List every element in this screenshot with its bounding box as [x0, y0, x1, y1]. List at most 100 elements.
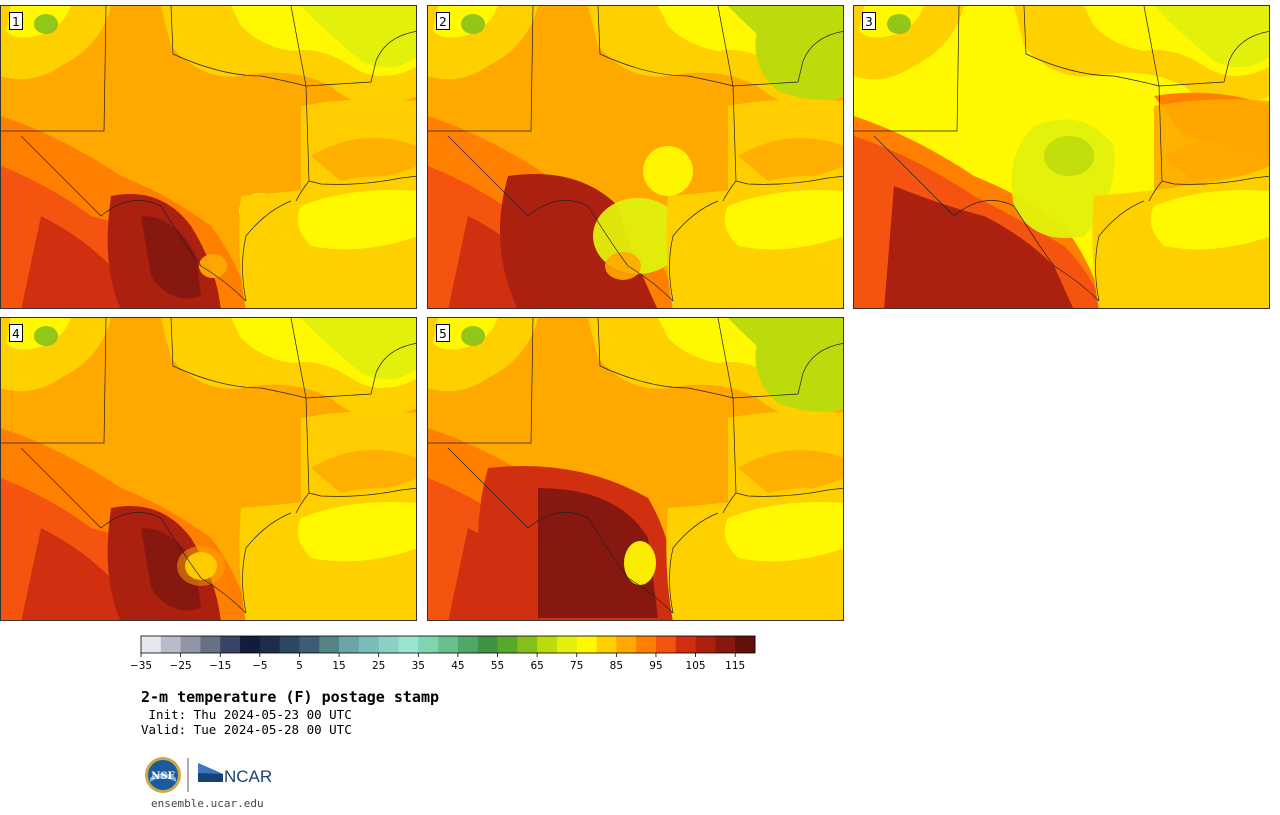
field: [854, 6, 1269, 308]
colorbar-bin: [675, 636, 696, 653]
colorbar-tick-label: 35: [412, 660, 425, 672]
south-core-max: [538, 488, 658, 618]
coastline: [1095, 200, 1145, 302]
colorbar-bin: [200, 636, 221, 653]
mountain-green: [461, 14, 485, 34]
south-core-max: [141, 528, 201, 611]
storm-ring: [177, 546, 225, 586]
border-line: [854, 6, 960, 132]
colorbar-bin: [358, 636, 380, 653]
arklatex-green: [755, 328, 843, 412]
colorbar-bin: [160, 636, 182, 653]
temperature-map: [428, 318, 843, 620]
state-borders: [428, 6, 843, 302]
temperature-colorbar: −35 −25 −15 −5 5 15 25 35 45 55 65 75 85 95 105 115: [130, 635, 756, 672]
colorbar-bin: [279, 636, 300, 653]
colorbar-bin: [438, 636, 459, 653]
south-core-max: [141, 216, 201, 299]
colorbar-bin: [299, 636, 320, 653]
colorbar-bin: [695, 636, 716, 653]
south-core: [884, 186, 1074, 308]
colorbar-bin: [457, 636, 479, 653]
field: [1, 318, 416, 620]
gulf-warm-band: [297, 502, 416, 562]
coastline: [308, 175, 416, 185]
panel-number: 4: [9, 324, 23, 342]
colorbar-bin: [319, 636, 340, 653]
field: [428, 6, 843, 308]
border-line: [290, 318, 416, 399]
colorbar-bin: [636, 636, 657, 653]
colorbar-tick-label: 85: [610, 660, 623, 672]
border-line: [1143, 6, 1269, 87]
colorbar-tick-label: 55: [491, 660, 504, 672]
east-warm: [311, 450, 416, 493]
east-warm: [311, 138, 416, 181]
temperature-map: [1, 6, 416, 308]
map-panel-5: 5: [427, 317, 844, 621]
arklatex-green: [755, 16, 843, 100]
map-panel-1: 1: [0, 5, 417, 309]
colorbar-bin: [378, 636, 399, 653]
colorbar-tick-label: 25: [372, 660, 385, 672]
coastline: [1161, 175, 1269, 185]
mountain-green: [461, 326, 485, 346]
mountain-green: [34, 14, 58, 34]
panel-number: 3: [862, 12, 876, 30]
north-east-green: [301, 6, 416, 68]
colorbar-tick-label: −25: [170, 660, 192, 672]
colorbar-tick-label: −15: [209, 660, 231, 672]
coastline: [308, 487, 416, 497]
svg-text:NSF: NSF: [151, 771, 174, 782]
gulf-warm-band: [1150, 190, 1269, 250]
border-line: [1, 318, 107, 444]
field: [428, 318, 843, 620]
colorbar-tick-label: 45: [451, 660, 464, 672]
coastline: [735, 487, 843, 497]
colorbar-frame: [140, 635, 756, 654]
colorbar-tick-label: 15: [332, 660, 345, 672]
border-line: [170, 318, 310, 514]
colorbar-bin: [497, 636, 518, 653]
border-line: [597, 6, 737, 202]
colorbar-bin: [576, 636, 597, 653]
east-warm: [738, 138, 843, 181]
border-line: [428, 6, 534, 132]
east-warm: [738, 450, 843, 493]
rio-grande-border: [20, 447, 247, 614]
colorbar-bin: [398, 636, 419, 653]
colorbar-bin: [556, 636, 578, 653]
website-url: ensemble.ucar.edu: [151, 797, 264, 810]
colorbar-bin: [517, 636, 538, 653]
colorbar-bin: [537, 636, 558, 653]
colorbar-bin: [141, 636, 162, 653]
colorbar-tick-label: 115: [725, 660, 745, 672]
colorbar-bin: [418, 636, 439, 653]
colorbar-bin: [616, 636, 637, 653]
colorbar-bin: [339, 636, 360, 653]
colorbar-bin: [715, 636, 736, 653]
gulf-warm-band: [297, 190, 416, 250]
border-line: [717, 6, 843, 87]
coastline: [669, 512, 719, 614]
convective-cool: [643, 146, 693, 196]
storm-cell: [605, 252, 641, 280]
svg-text:NCAR: NCAR: [224, 767, 272, 786]
east-warm: [1164, 138, 1269, 181]
colorbar-bin: [477, 636, 498, 653]
nsf-logo: NSF: [145, 757, 181, 793]
colorbar-bin: [735, 636, 756, 653]
rio-grande-border: [447, 447, 674, 614]
state-borders: [1, 318, 416, 614]
storm-cell: [624, 541, 656, 585]
colorbar-tick-label: 5: [296, 660, 303, 672]
rio-grande-border: [20, 135, 247, 302]
convective-cool: [1044, 136, 1094, 176]
coastline: [242, 200, 292, 302]
colorbar-tick-label: 75: [570, 660, 583, 672]
border-line: [1023, 6, 1163, 202]
coastline: [669, 200, 719, 302]
valid-time: Valid: Tue 2024-05-28 00 UTC: [141, 722, 352, 737]
temperature-map: [428, 6, 843, 308]
colorbar-bin: [220, 636, 241, 653]
